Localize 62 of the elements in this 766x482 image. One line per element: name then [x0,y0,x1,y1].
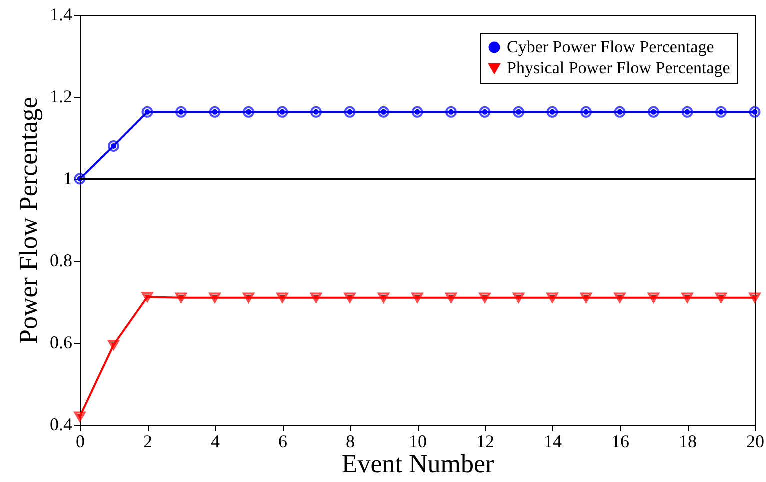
y-tick-label: 0.6 [50,332,72,352]
point [513,106,524,118]
point [243,292,254,304]
x-tick-label: 18 [679,432,697,452]
point [378,292,390,304]
point [176,106,187,118]
x-tick-label: 10 [409,432,427,452]
point [546,292,558,304]
point [580,292,592,304]
x-tick-label: 16 [612,432,630,452]
x-tick-label: 12 [476,432,494,452]
point [108,340,120,350]
y-tick-label: 1.2 [50,86,72,106]
point [344,292,356,304]
x-axis-title: Event Number [342,450,495,478]
y-tick-label: 0.8 [50,250,72,270]
point [74,412,86,422]
point [142,292,154,302]
point [614,106,626,118]
point [310,292,322,304]
y-tick-label: 0.4 [50,414,72,434]
legend-label: Physical Power Flow Percentage [507,58,730,78]
point [479,106,491,118]
x-tick-label: 2 [144,432,152,452]
point [479,292,491,304]
point [446,106,457,118]
point [209,292,221,304]
point [682,106,694,118]
x-tick-label: 6 [278,432,288,452]
point [176,292,187,304]
point [412,106,424,118]
point [276,292,288,304]
point [682,292,694,304]
point [276,106,288,118]
point [378,106,390,118]
point [546,106,558,118]
point [580,106,592,118]
y-axis-title: Power Flow Percentage [14,97,43,344]
point [749,106,761,118]
x-tick-label: 20 [746,432,764,452]
point [108,140,120,152]
point [209,106,221,118]
point [716,106,727,118]
point [446,292,457,304]
point [648,106,660,118]
x-tick-label: 0 [76,432,85,452]
point [749,292,761,304]
point [648,292,660,304]
y-tick-label: 1 [64,168,72,188]
y-tick-label: 1.4 [50,4,72,24]
point [614,292,626,304]
point [716,292,727,304]
point [513,292,524,304]
point [142,106,154,118]
x-tick-label: 4 [211,432,220,452]
x-tick-label: 8 [346,432,355,452]
point [243,106,254,118]
x-tick-label: 14 [544,432,562,452]
point [412,292,424,304]
point [344,106,356,118]
legend-label: Cyber Power Flow Percentage [507,38,714,56]
point [310,106,322,118]
